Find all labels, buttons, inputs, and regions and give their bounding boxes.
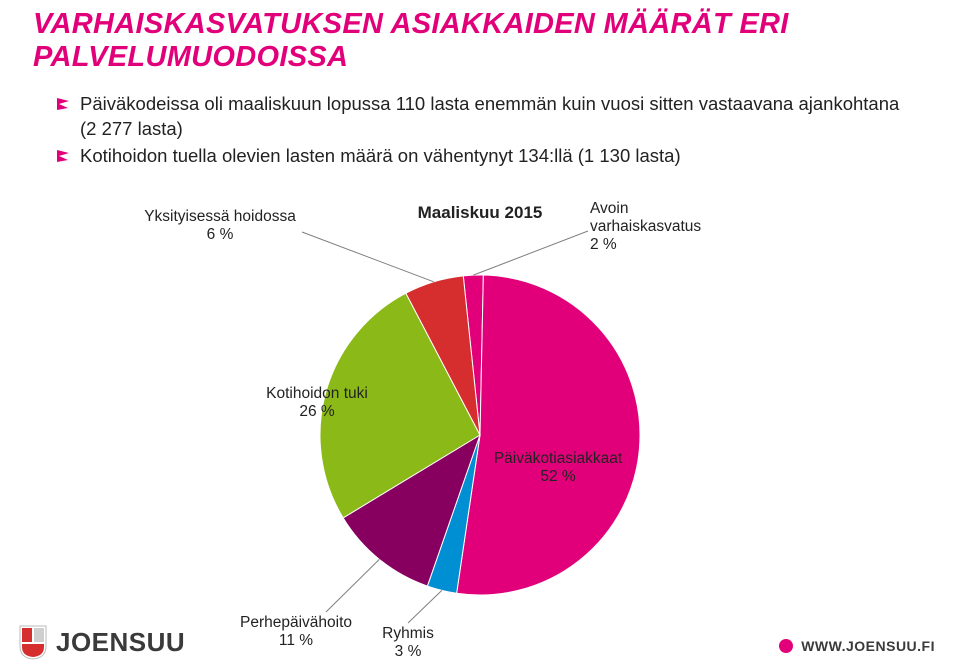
pie-label-text2: varhaiskasvatus	[590, 218, 701, 236]
brand-text: JOENSUU	[56, 627, 185, 658]
bullet-list: Päiväkodeissa oli maaliskuun lopussa 110…	[56, 92, 900, 171]
pie-label-text: Perhepäivähoito	[240, 614, 352, 631]
title-line2: PALVELUMUODOISSA	[33, 41, 348, 73]
page-title: VARHAISKASVATUKSEN ASIAKKAIDEN MÄÄRÄT ER…	[33, 8, 789, 75]
footer-url-text: WWW.JOENSUU.FI	[801, 638, 935, 654]
shield-icon	[18, 624, 48, 660]
pie-chart	[265, 220, 695, 650]
bullet-marker-icon	[56, 149, 70, 163]
pie-svg	[265, 220, 695, 650]
pie-label-perhe: Perhepäivähoito 11 %	[216, 614, 376, 650]
pie-label-text: Päiväkotiasiakkaat	[494, 450, 622, 467]
pie-label-paivakoti: Päiväkotiasiakkaat 52 %	[478, 450, 638, 486]
footer-url: WWW.JOENSUU.FI	[779, 638, 935, 654]
pie-label-value: 26 %	[237, 403, 397, 421]
pie-label-text: Avoin	[590, 200, 629, 217]
bullet-text: Päiväkodeissa oli maaliskuun lopussa 110…	[80, 92, 900, 142]
pie-label-value: 6 %	[140, 226, 300, 244]
footer-logo: JOENSUU	[18, 624, 185, 660]
pie-slice-paivakoti	[457, 275, 640, 595]
chart-title: Maaliskuu 2015	[410, 203, 550, 223]
pie-label-value: 52 %	[478, 468, 638, 486]
pie-label-text: Yksityisessä hoidossa	[144, 208, 296, 225]
pie-label-value: 2 %	[590, 236, 701, 254]
bullet-item: Kotihoidon tuella olevien lasten määrä o…	[56, 144, 900, 169]
pie-label-text: Kotihoidon tuki	[266, 385, 368, 402]
pie-label-yksityinen: Yksityisessä hoidossa 6 %	[140, 208, 300, 244]
title-line1: VARHAISKASVATUKSEN ASIAKKAIDEN MÄÄRÄT ER…	[33, 8, 789, 40]
bullet-marker-icon	[56, 97, 70, 111]
pie-label-avoin: Avoin varhaiskasvatus 2 %	[590, 200, 701, 254]
pie-label-kotihoito: Kotihoidon tuki 26 %	[237, 385, 397, 421]
bullet-text: Kotihoidon tuella olevien lasten määrä o…	[80, 144, 681, 169]
dot-icon	[779, 639, 793, 653]
pie-label-text: Ryhmis	[382, 625, 434, 642]
bullet-item: Päiväkodeissa oli maaliskuun lopussa 110…	[56, 92, 900, 142]
pie-label-value: 11 %	[216, 632, 376, 650]
